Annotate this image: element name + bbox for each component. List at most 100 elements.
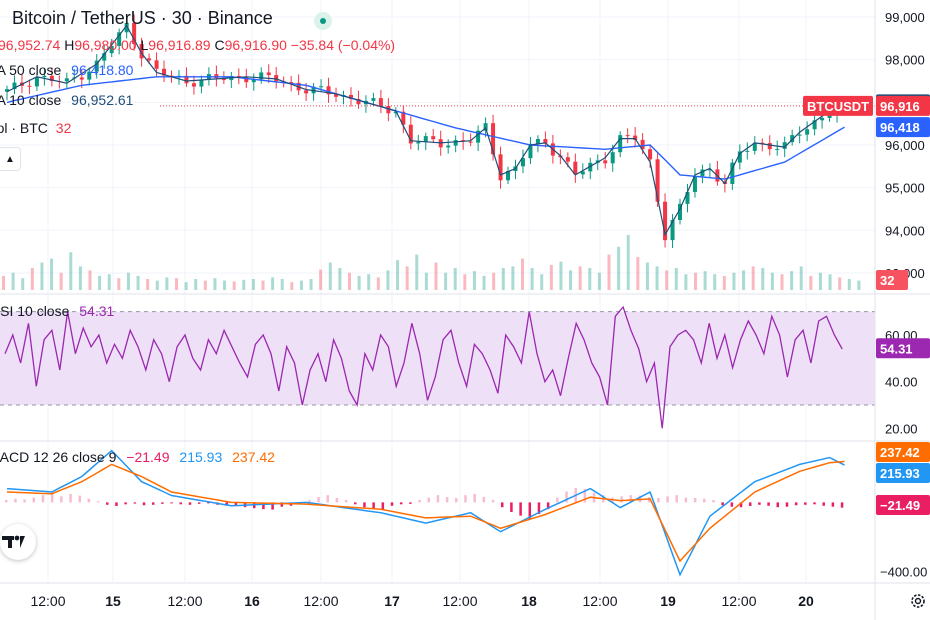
volume-bar [184, 282, 188, 290]
candle-body [169, 75, 174, 77]
macd-histogram-bar [14, 498, 17, 503]
macd-histogram-bar [693, 498, 697, 503]
volume-bar [597, 272, 601, 290]
macd-histogram-bar [840, 502, 844, 508]
candle-body [775, 148, 780, 150]
volume-bar [155, 280, 159, 290]
ma50-legend[interactable]: MA 50 close 96,418.80 [0, 62, 133, 78]
symbol-tag-badge: BTCUSDT [807, 99, 869, 114]
candle-body [319, 86, 324, 88]
volume-bar [165, 277, 169, 290]
macd-histogram-bar [675, 495, 678, 503]
macd-histogram-bar [427, 497, 430, 503]
macd-histogram-bar [730, 502, 734, 507]
volume-bar [799, 266, 803, 290]
macd-histogram-bar [308, 499, 311, 503]
candle-body [730, 162, 735, 184]
candle-body [483, 123, 488, 131]
ohlc-high-label: H [64, 37, 75, 53]
volume-bar [636, 257, 640, 290]
rsi-line [4, 305, 843, 429]
macd-histogram-bar [528, 502, 532, 520]
symbol-title[interactable]: Bitcoin / TetherUS · 30 · Binance [12, 8, 273, 28]
volume-bar [2, 275, 5, 290]
macd-histogram-bar [197, 502, 201, 504]
ma50-value: 96,418.80 [71, 62, 134, 78]
candle-body [663, 201, 668, 241]
candle-body [580, 171, 585, 175]
volume-bar [655, 266, 659, 290]
candle-body [334, 94, 339, 97]
macd-histogram-bar [106, 502, 109, 505]
candle-body [42, 75, 47, 78]
volume-bar [271, 277, 275, 290]
macd-legend[interactable]: MACD 12 26 close 9 −21.49 215.93 237.42 [0, 449, 275, 465]
candle-body [782, 142, 787, 149]
volume-bar [203, 280, 207, 290]
tradingview-logo[interactable] [0, 524, 36, 560]
macd-hist-badge: −21.49 [880, 498, 920, 513]
macd-histogram-bar [546, 502, 550, 510]
macd-histogram-bar [813, 502, 816, 505]
candle-body [79, 77, 84, 80]
candle-body [625, 135, 630, 137]
volume-bar [223, 280, 227, 290]
macd-histogram-bar [399, 502, 403, 505]
macd-histogram-bar [684, 497, 688, 503]
candle-body [348, 94, 353, 99]
candle-body [543, 138, 548, 144]
macd-histogram-bar [78, 495, 81, 503]
rsi-legend[interactable]: RSI 10 close 54.31 [0, 303, 114, 319]
macd-histogram-bar [317, 497, 320, 503]
candle-body [618, 135, 623, 153]
ma10-legend[interactable]: MA 10 close 96,952.61 [0, 92, 133, 108]
macd-histogram-bar [225, 502, 228, 506]
chart-settings-button[interactable] [907, 590, 929, 612]
candle-body [670, 219, 675, 241]
candle-body [244, 77, 249, 83]
macd-histogram-bar [207, 502, 210, 504]
rsi-badge: 54.31 [880, 341, 913, 356]
volume-bar [847, 279, 851, 290]
macd-histogram-bar [583, 489, 587, 503]
rsi-label: RSI 10 close [0, 303, 70, 319]
volume-bar [11, 272, 15, 290]
volume-bar [98, 275, 102, 290]
time-tick-label: 16 [244, 593, 260, 609]
macd-signal-value: 237.42 [232, 449, 275, 465]
volume-badge-bg [876, 270, 908, 290]
macd-line-badge: 215.93 [880, 466, 920, 481]
macd-histogram-bar [831, 502, 835, 507]
macd-histogram-bar [60, 496, 63, 503]
volume-bar [809, 275, 813, 290]
candle-body [805, 129, 810, 135]
macd-histogram-bar [620, 496, 623, 503]
volume-bar [280, 279, 284, 290]
macd-histogram-bar [188, 502, 192, 505]
macd-line-badge-bg [876, 463, 930, 483]
volume-bar [424, 272, 428, 290]
macd-histogram-bar [748, 502, 752, 506]
collapse-legend-button[interactable]: ▲ [0, 147, 21, 171]
volume-bar [645, 262, 649, 290]
volume-label: Vol · BTC [0, 120, 48, 136]
volume-bar [290, 282, 294, 290]
volume-bar [396, 260, 400, 290]
volume-bar [694, 272, 697, 290]
volume-bar [530, 268, 534, 290]
macd-histogram-bar [500, 502, 504, 508]
time-tick-label: 12:00 [303, 593, 338, 609]
candle-body [5, 89, 9, 92]
candle-body [416, 142, 421, 144]
volume-bar [376, 277, 380, 290]
volume-legend[interactable]: Vol · BTC 32 [0, 120, 71, 136]
macd-histogram-bar [69, 493, 72, 503]
macd-histogram-bar [271, 502, 274, 510]
macd-histogram-bar [464, 495, 467, 503]
volume-bar [415, 254, 419, 290]
volume-bar [521, 258, 524, 290]
candle-body [49, 75, 54, 82]
macd-signal-line [6, 460, 845, 563]
macd-hist-value: −21.49 [126, 449, 170, 465]
